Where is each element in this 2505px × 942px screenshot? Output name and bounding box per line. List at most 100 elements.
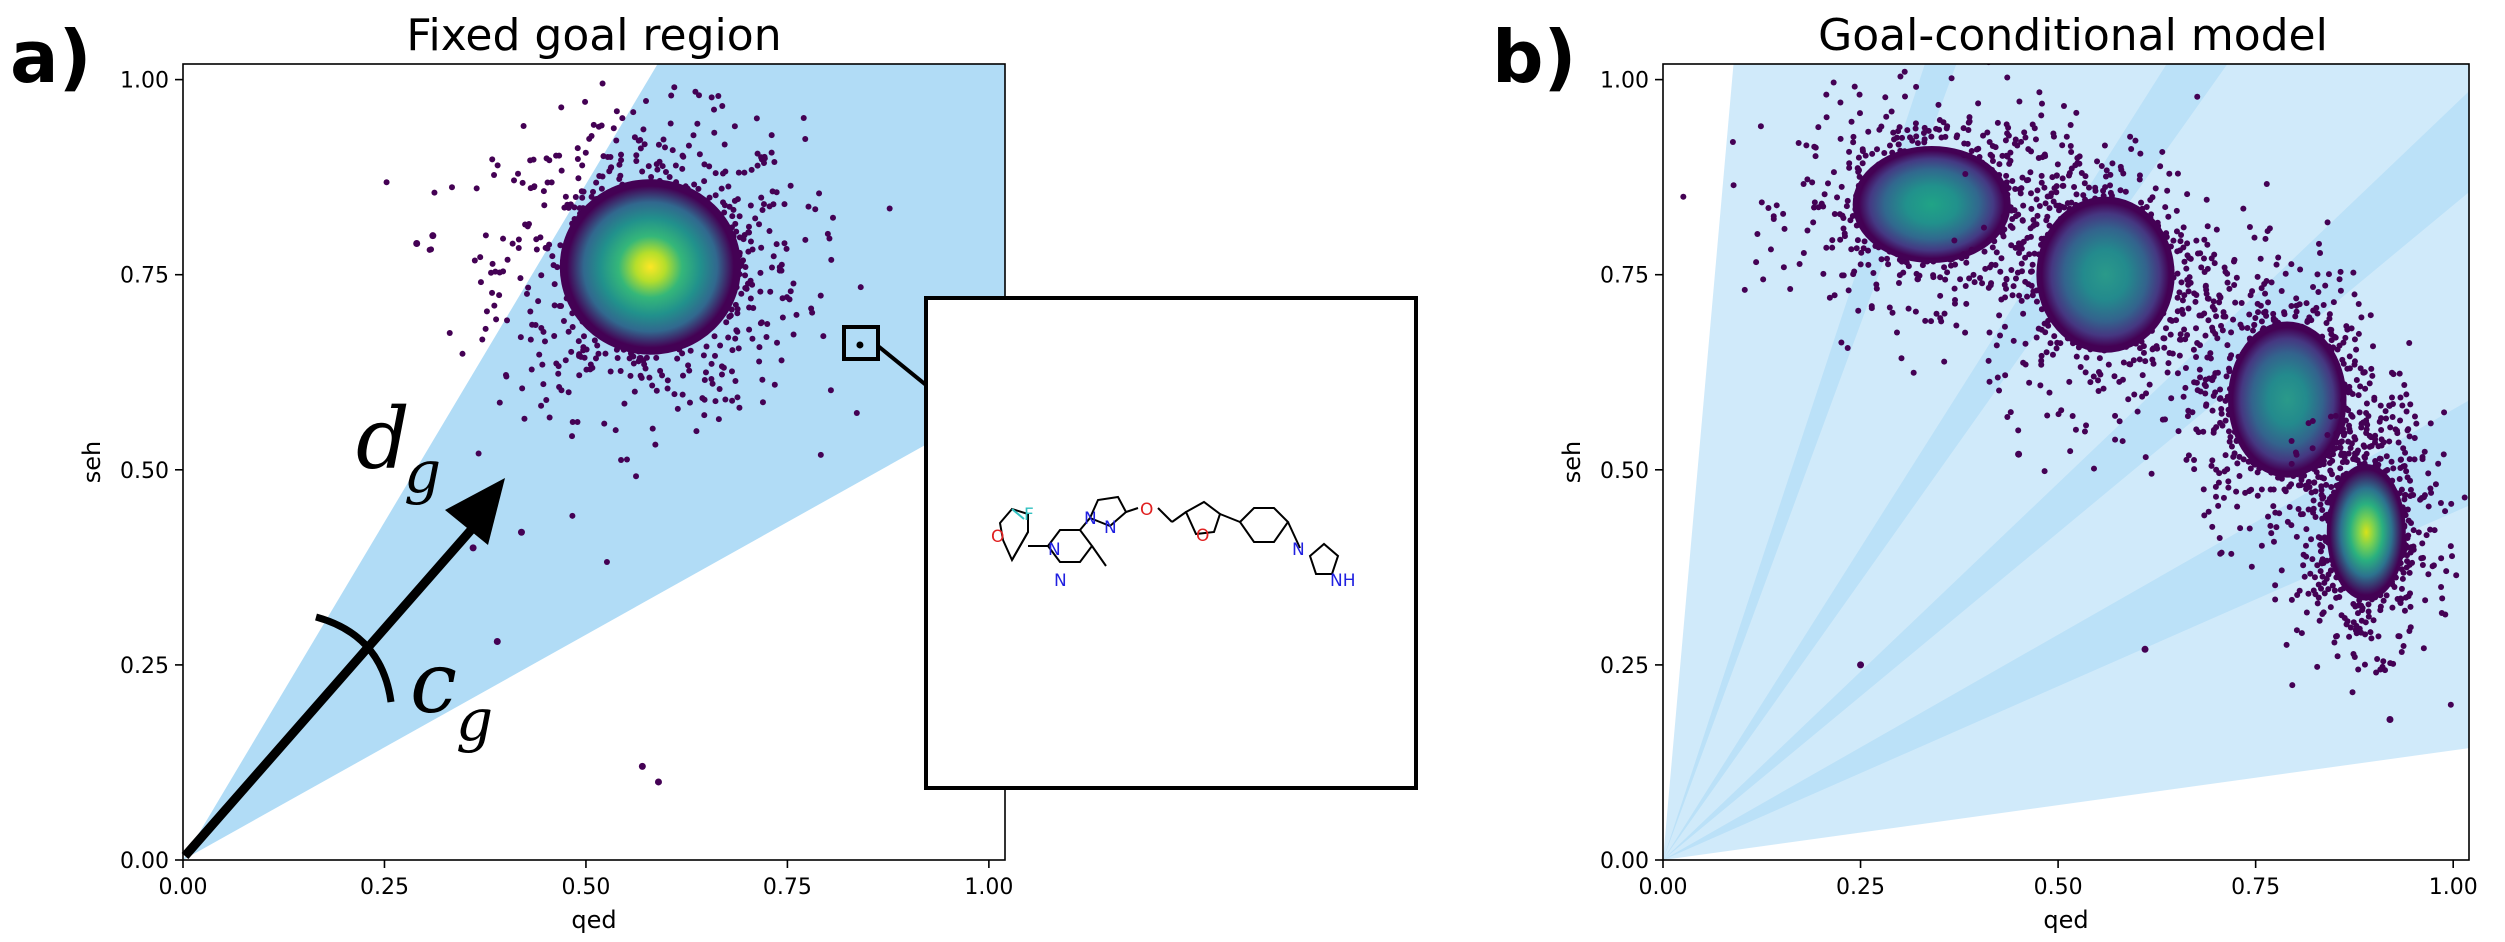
cluster-b3-point (2336, 276, 2343, 283)
cluster-a-point (747, 295, 754, 302)
cluster-b1-point (1952, 296, 1959, 303)
cluster-b4-point (2389, 604, 2396, 611)
cluster-b4-point (2369, 372, 2376, 379)
cluster-b4-point (2305, 590, 2312, 597)
cluster-b2-point (2044, 412, 2051, 419)
cluster-b1-point (1920, 129, 1927, 136)
cluster-b2-point (2165, 213, 2172, 220)
cluster-b4-point (2397, 464, 2404, 471)
cluster-b4-point (2401, 492, 2408, 499)
cluster-b3-point (2288, 303, 2295, 310)
cluster-b1-point (1933, 125, 1940, 132)
cluster-b3-point (2219, 327, 2226, 334)
cluster-b1-point (1831, 292, 1838, 299)
y-tick-label-a: 0.75 (120, 264, 169, 289)
cluster-b2-point (2119, 376, 2126, 383)
axes-ticks-a: 0.000.00 0.25 0.25 0.50 0.50 0.75 0.75 1.00 1.00 (120, 69, 1013, 900)
cluster-b2-point (2041, 468, 2048, 475)
cluster-b1-point (1966, 114, 1973, 121)
cluster-a-point (757, 269, 764, 276)
cluster-b1-point (1893, 329, 1900, 336)
cluster-b1-point (1815, 124, 1822, 131)
cluster-b2-point (2146, 381, 2153, 388)
cluster-b3-point (2213, 424, 2220, 431)
cluster-a-point (764, 321, 771, 328)
cluster-b3-point (2213, 466, 2220, 473)
cluster-b3-point (2345, 407, 2352, 414)
cluster-a-point (645, 163, 652, 170)
cluster-b4-point (2437, 500, 2444, 507)
cluster-a-point (525, 284, 532, 291)
cluster-a-point (719, 170, 726, 177)
cluster-b1-point (1937, 274, 1944, 281)
cluster-b1-point (2003, 121, 2010, 128)
x-axis-label-b: qed (2043, 906, 2088, 934)
cluster-b1-point (1810, 219, 1817, 226)
cluster-b1-point (2027, 169, 2034, 176)
cluster-b3-point (2225, 428, 2232, 435)
cluster-b3-point (2320, 475, 2327, 482)
cluster-b2-point (2038, 357, 2045, 364)
cluster-a-point (753, 115, 760, 122)
cluster-a-point (787, 288, 794, 295)
cluster-b4-point (2292, 449, 2299, 456)
cluster-a-point (729, 397, 736, 404)
x-tick-label-a: 1.00 (964, 875, 1013, 900)
y-tick-label-b: 0.75 (1600, 264, 1649, 289)
cluster-b3-point (2252, 314, 2259, 321)
cluster-b4-point (2407, 486, 2414, 493)
cluster-b2-point (2127, 361, 2134, 368)
cluster-a-point (671, 391, 678, 398)
cluster-b1-point (1966, 275, 1973, 282)
y-tick-label-b: 0.00 (1600, 849, 1649, 874)
cluster-a-point (655, 141, 662, 148)
cluster-b2-point (1968, 246, 1975, 253)
cluster-b1-point (1973, 146, 1980, 153)
cluster-a-point (556, 384, 563, 391)
cluster-a-point (537, 234, 544, 241)
cluster-b1-point (1984, 129, 1991, 136)
cluster-a-point (517, 275, 524, 282)
cluster-b2-point (2066, 378, 2073, 385)
cluster-a-point (853, 410, 860, 417)
cluster-a-point (757, 288, 764, 295)
cluster-a-point (662, 144, 669, 151)
cluster-b1-point (1859, 160, 1866, 167)
cluster-b1-point (2051, 185, 2058, 192)
cluster-b4-point (2419, 453, 2426, 460)
cluster-a-point (491, 172, 498, 179)
cluster-a-point (816, 190, 823, 197)
cluster-b4-point (2403, 468, 2410, 475)
cluster-b1-point (1919, 262, 1926, 269)
cluster-a-point (667, 120, 674, 127)
cluster-b1-point (1953, 322, 1960, 329)
cluster-b2-point (2136, 356, 2143, 363)
cluster-a-point (489, 156, 496, 163)
cluster-b3-point (2304, 318, 2311, 325)
cluster-b3-point (2367, 312, 2374, 319)
cluster-a-point (574, 418, 581, 425)
cluster-a-point (756, 221, 763, 228)
cluster-b4-point (2339, 459, 2346, 466)
cluster-b2-point (2170, 237, 2177, 244)
cluster-a-point (627, 372, 634, 379)
cluster-a-point (538, 325, 545, 332)
cluster-a-point (747, 202, 754, 209)
cluster-b4-point (2337, 444, 2344, 451)
cluster-b2-point (2182, 364, 2189, 371)
cluster-b1-point (2003, 172, 2010, 179)
cluster-b3-point (2210, 373, 2217, 380)
cluster-b1-point (1837, 135, 1844, 142)
cluster-b4-point (2380, 597, 2387, 604)
cluster-b3-point (2203, 401, 2210, 408)
cluster-b2-point (2224, 342, 2231, 349)
cluster-b4-point (2337, 465, 2344, 472)
cluster-b2-point (2095, 377, 2102, 384)
cluster-b4-point (2289, 682, 2296, 689)
cluster-b3-point (2320, 301, 2327, 308)
cluster-b4-point (2431, 527, 2438, 534)
cluster-b4-point (2425, 503, 2432, 510)
cluster-a-point (482, 325, 489, 332)
cluster-a-point (544, 179, 551, 186)
cluster-b4-point (2400, 569, 2407, 576)
